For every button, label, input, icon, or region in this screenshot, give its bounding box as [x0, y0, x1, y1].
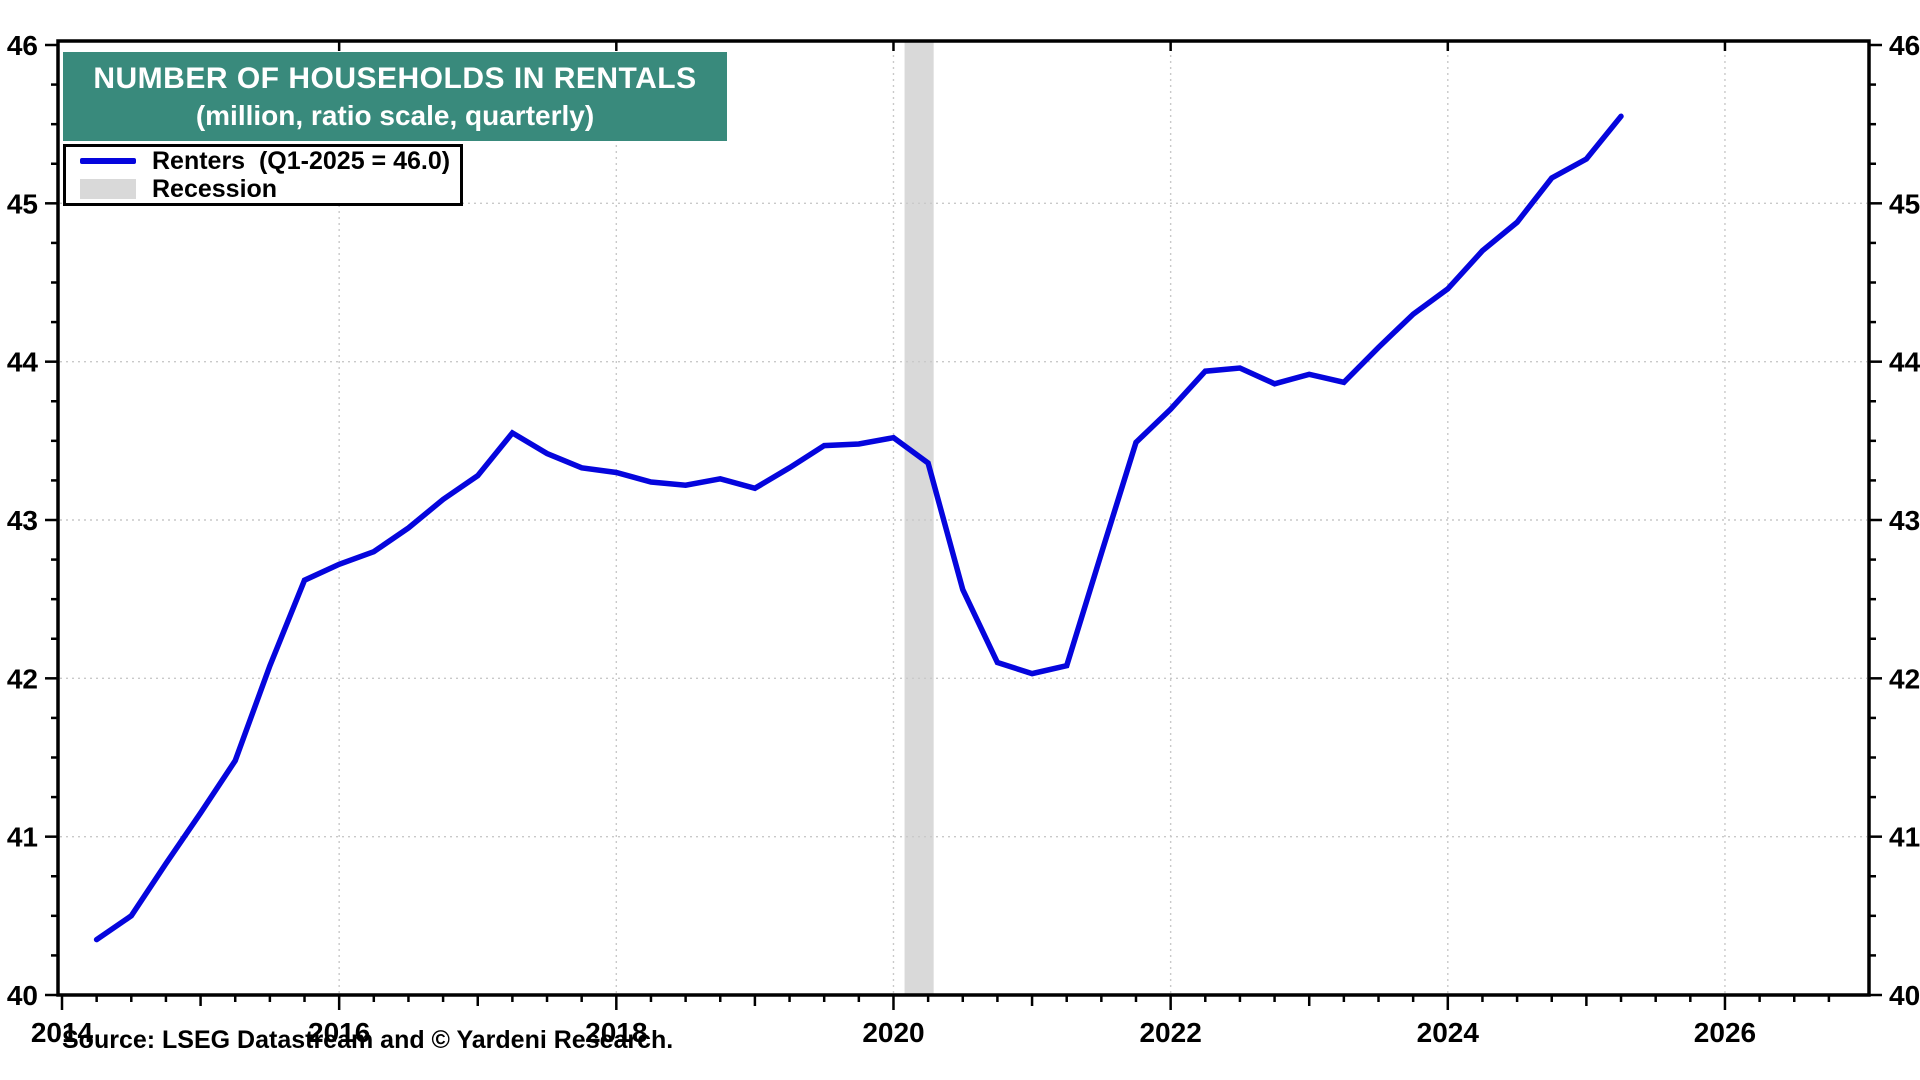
- renters-line-swatch: [80, 158, 136, 164]
- legend-item-recession: Recession: [80, 174, 460, 203]
- y-axis-label-right-46: 46: [1889, 30, 1920, 61]
- renters-line: [93, 113, 1624, 943]
- source-note: Source: LSEG Datastream and © Yardeni Re…: [62, 1026, 674, 1054]
- y-axis-label-left-41: 41: [7, 822, 38, 853]
- x-axis-label-2026: 2026: [1694, 1017, 1756, 1048]
- plot-frame: [56, 39, 1871, 997]
- y-axis-label-left-45: 45: [7, 188, 38, 219]
- y-axis-label-right-40: 40: [1889, 980, 1920, 1011]
- chart-title-box: NUMBER OF HOUSEHOLDS IN RENTALS (million…: [63, 52, 727, 141]
- y-axis-label-right-43: 43: [1889, 505, 1920, 536]
- x-axis-label-2018: 2018: [585, 1017, 647, 1048]
- y-axis-label-right-41: 41: [1889, 822, 1920, 853]
- y-axis-label-left-46: 46: [7, 30, 38, 61]
- recession-legend-label: Recession: [152, 174, 278, 203]
- renters-legend-label: Renters (Q1-2025 = 46.0): [152, 146, 451, 175]
- x-axis-label-2024: 2024: [1417, 1017, 1480, 1048]
- x-axis-label-2014: 2014: [31, 1017, 94, 1048]
- y-axis-label-right-44: 44: [1889, 347, 1920, 378]
- y-axis-label-left-40: 40: [7, 980, 38, 1011]
- chart-subtitle: (million, ratio scale, quarterly): [195, 99, 595, 131]
- y-axis-label-left-42: 42: [7, 663, 38, 694]
- y-axis-label-right-42: 42: [1889, 663, 1920, 694]
- y-axis-label-left-44: 44: [7, 347, 39, 378]
- y-axis-label-right-45: 45: [1889, 188, 1920, 219]
- x-axis-label-2022: 2022: [1139, 1017, 1201, 1048]
- recession-band-swatch: [80, 179, 136, 199]
- legend-item-renters: Renters (Q1-2025 = 46.0): [80, 146, 460, 175]
- y-axis-label-left-43: 43: [7, 505, 38, 536]
- legend: Renters (Q1-2025 = 46.0) Recession: [63, 144, 463, 206]
- recession-band: [904, 42, 934, 994]
- x-axis-label-2020: 2020: [862, 1017, 924, 1048]
- x-axis-label-2016: 2016: [308, 1017, 370, 1048]
- chart-title: NUMBER OF HOUSEHOLDS IN RENTALS: [93, 62, 697, 96]
